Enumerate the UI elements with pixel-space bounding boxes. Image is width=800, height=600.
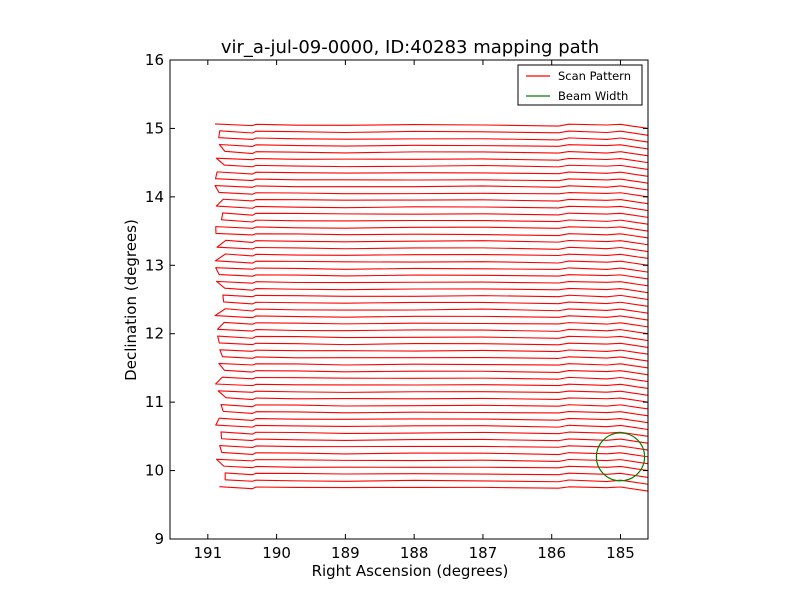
x-tick-label: 185 [606, 544, 635, 562]
y-tick-label: 13 [145, 256, 164, 274]
x-tick-label: 186 [537, 544, 566, 562]
legend-beam-label: Beam Width [558, 89, 628, 103]
legend: Scan Pattern Beam Width [517, 64, 643, 106]
beam-width-layer [595, 432, 646, 482]
x-axis-ticks: 191 190 189 188 187 186 185 [194, 60, 635, 562]
legend-scan-label: Scan Pattern [558, 69, 631, 83]
chart-title: vir_a-jul-09-0000, ID:40283 mapping path [221, 37, 599, 58]
y-tick-label: 10 [145, 462, 164, 480]
plot-area [169, 59, 649, 540]
x-tick-label: 190 [262, 544, 291, 562]
y-tick-label: 16 [145, 51, 164, 69]
y-tick-label: 14 [145, 188, 164, 206]
y-tick-label: 11 [145, 393, 164, 411]
y-tick-label: 9 [154, 530, 164, 548]
y-tick-label: 15 [145, 119, 164, 137]
x-tick-label: 188 [400, 544, 429, 562]
x-tick-label: 189 [331, 544, 360, 562]
x-axis-label: Right Ascension (degrees) [312, 562, 509, 580]
y-tick-label: 12 [145, 325, 164, 343]
plot-frame [169, 59, 649, 540]
x-tick-label: 187 [469, 544, 498, 562]
y-axis-label: Declination (degrees) [122, 219, 140, 381]
x-tick-label: 191 [194, 544, 223, 562]
beam-width-circle [595, 432, 646, 482]
y-axis-ticks: 9 10 11 12 13 14 15 16 [145, 51, 648, 548]
legend-box [517, 64, 643, 106]
